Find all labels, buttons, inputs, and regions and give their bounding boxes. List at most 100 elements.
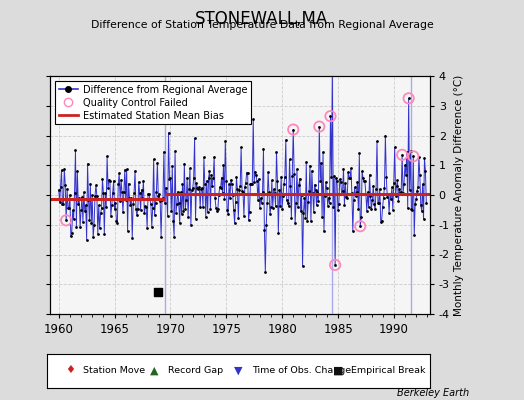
Point: [161, 184, 170, 191]
Point: [112, 218, 121, 224]
Point: [310, 209, 318, 216]
Point: [205, 168, 214, 174]
Point: [392, 182, 401, 189]
Point: [207, 172, 215, 178]
Point: [319, 149, 327, 156]
Point: [176, 220, 184, 227]
Point: [59, 201, 68, 207]
Point: [125, 194, 134, 201]
Point: [103, 153, 111, 160]
Point: [299, 210, 308, 216]
Point: [280, 180, 288, 187]
Point: [227, 176, 235, 183]
Point: [165, 129, 173, 136]
Point: [279, 192, 287, 199]
Point: [387, 196, 395, 202]
Point: [227, 181, 236, 188]
Point: [332, 174, 340, 181]
Point: [66, 192, 74, 198]
Point: [183, 174, 191, 181]
Point: [290, 170, 298, 177]
Point: [106, 178, 114, 185]
Point: [96, 210, 105, 216]
Point: [255, 176, 263, 182]
Point: [233, 186, 242, 192]
Point: [326, 113, 335, 119]
Point: [117, 177, 125, 183]
Point: [217, 174, 226, 181]
Point: [286, 182, 294, 189]
Point: [99, 176, 107, 182]
Point: [107, 212, 115, 219]
Point: [323, 202, 332, 209]
Point: [63, 186, 71, 192]
Point: [200, 154, 208, 161]
Point: [292, 200, 300, 206]
Point: [110, 177, 118, 184]
Text: Time of Obs. Change: Time of Obs. Change: [252, 366, 351, 375]
Point: [144, 190, 152, 197]
Point: [401, 162, 409, 169]
Point: [348, 228, 357, 234]
Point: [372, 186, 380, 192]
Point: [224, 211, 232, 218]
Point: [101, 190, 110, 196]
Point: [57, 184, 65, 190]
Point: [126, 202, 135, 208]
Point: [416, 172, 424, 178]
Point: [315, 123, 323, 130]
Point: [72, 224, 81, 230]
Point: [312, 202, 321, 208]
Point: [298, 263, 307, 270]
Point: [163, 213, 172, 219]
Point: [304, 199, 312, 205]
Point: [373, 138, 381, 145]
Point: [320, 228, 328, 234]
Point: [381, 132, 389, 139]
Point: [203, 209, 212, 216]
Point: [366, 193, 375, 200]
Point: [347, 165, 355, 172]
Point: [165, 176, 173, 182]
Point: [282, 197, 291, 203]
Point: [360, 178, 368, 185]
Point: [356, 223, 365, 230]
Point: [119, 189, 128, 196]
Point: [351, 184, 359, 190]
Point: [131, 168, 139, 174]
Point: [397, 188, 406, 195]
Point: [325, 200, 334, 206]
Point: [352, 188, 361, 195]
Point: [188, 187, 196, 193]
Point: [271, 203, 280, 209]
Point: [331, 262, 340, 268]
Point: [194, 186, 202, 192]
Point: [140, 210, 148, 216]
Point: [153, 160, 161, 166]
Point: [374, 200, 382, 206]
Point: [378, 204, 387, 211]
Point: [147, 201, 155, 207]
Point: [341, 180, 350, 186]
Point: [303, 218, 311, 224]
Point: [412, 196, 420, 203]
Y-axis label: Monthly Temperature Anomaly Difference (°C): Monthly Temperature Anomaly Difference (…: [454, 74, 464, 316]
Point: [77, 207, 85, 213]
Point: [161, 200, 169, 206]
Point: [81, 208, 89, 214]
Point: [95, 225, 104, 231]
Point: [358, 168, 366, 174]
Point: [244, 217, 253, 223]
Point: [398, 152, 406, 158]
Point: [88, 192, 96, 199]
Point: [133, 212, 141, 218]
Point: [398, 152, 406, 158]
Point: [293, 166, 301, 172]
Point: [78, 194, 86, 200]
Point: [333, 178, 341, 184]
Point: [403, 205, 412, 212]
Point: [202, 213, 210, 220]
Point: [384, 191, 392, 197]
Point: [223, 207, 232, 213]
Point: [352, 193, 360, 199]
